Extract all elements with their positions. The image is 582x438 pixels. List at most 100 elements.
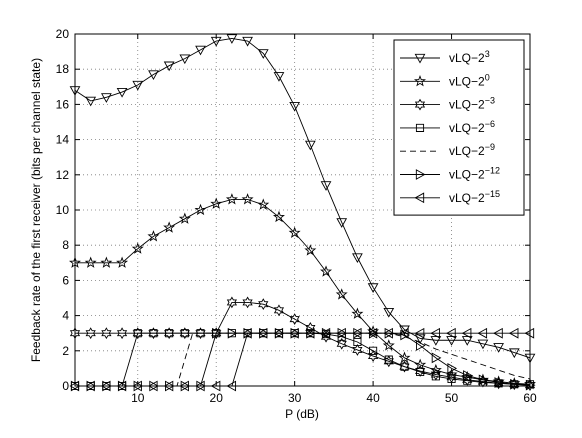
- legend-label: vLQ−20: [449, 72, 490, 88]
- data-point-marker: [212, 327, 222, 339]
- legend-entry: vLQ−2−3: [400, 96, 495, 112]
- data-point-marker: [493, 343, 504, 353]
- data-point-marker: [463, 370, 473, 381]
- data-point-marker: [524, 379, 536, 392]
- data-point-marker: [148, 70, 159, 81]
- data-point-marker: [398, 327, 409, 339]
- data-point-marker: [336, 218, 348, 228]
- data-point-marker: [320, 181, 332, 191]
- data-point-marker: [165, 329, 174, 338]
- y-tick-label: 2: [62, 344, 69, 358]
- data-point-marker: [431, 352, 442, 364]
- y-tick-label: 14: [56, 133, 70, 147]
- data-point-marker: [430, 327, 440, 339]
- legend-label: vLQ−2−9: [449, 142, 495, 158]
- data-point-marker: [304, 140, 316, 151]
- data-point-marker: [461, 327, 472, 339]
- x-tick-label: 10: [131, 391, 145, 405]
- data-point-marker: [493, 327, 503, 339]
- x-tick-label: 40: [366, 391, 380, 405]
- data-point-marker: [257, 198, 270, 210]
- y-tick-label: 4: [62, 309, 69, 323]
- data-point-marker: [273, 327, 284, 339]
- data-point-marker: [116, 87, 128, 98]
- data-point-marker: [446, 336, 457, 346]
- data-point-marker: [384, 355, 393, 364]
- data-point-marker: [447, 363, 458, 374]
- data-point-marker: [195, 45, 206, 56]
- data-point-marker: [116, 256, 129, 268]
- data-point-marker: [399, 325, 410, 336]
- series-5: [75, 332, 531, 387]
- data-point-marker: [304, 244, 317, 256]
- data-point-marker: [196, 329, 205, 338]
- x-tick-label: 60: [523, 391, 537, 405]
- data-point-marker: [320, 265, 333, 277]
- x-axis-label: P (dB): [285, 407, 319, 421]
- data-point-marker: [179, 327, 190, 340]
- x-tick-label: 50: [445, 391, 459, 405]
- data-point-marker: [352, 344, 363, 356]
- legend: vLQ−23 vLQ−20 vLQ−2−3 vLQ−2−6 vLQ−2−9 vLQ−2−1…: [393, 39, 525, 216]
- data-point-marker: [414, 334, 426, 345]
- data-point-marker: [289, 313, 300, 326]
- data-point-marker: [272, 210, 285, 223]
- data-point-marker: [415, 169, 426, 180]
- series-line: [75, 332, 530, 387]
- data-point-marker: [210, 197, 223, 209]
- data-point-marker: [85, 327, 96, 340]
- legend-entry: vLQ−20: [400, 72, 490, 88]
- data-point-marker: [383, 355, 394, 368]
- data-point-marker: [461, 336, 473, 346]
- series-line: [75, 332, 531, 387]
- data-point-marker: [320, 327, 331, 339]
- data-point-marker: [400, 329, 411, 341]
- y-tick-label: 18: [56, 62, 70, 76]
- data-point-marker: [494, 377, 505, 388]
- data-point-marker: [415, 123, 425, 132]
- data-point-marker: [478, 374, 489, 386]
- data-point-marker: [180, 329, 189, 338]
- y-tick-label: 20: [56, 27, 70, 41]
- legend-entry: vLQ−23: [400, 49, 490, 65]
- x-tick-label: 20: [210, 391, 224, 405]
- data-point-marker: [367, 283, 379, 293]
- data-point-marker: [414, 98, 426, 111]
- y-axis-label: Feedback rate of the first receiver (bit…: [29, 58, 43, 362]
- data-point-marker: [462, 373, 473, 386]
- series-line: [75, 198, 531, 385]
- series-layer: [69, 34, 536, 392]
- data-point-marker: [369, 346, 378, 355]
- data-point-marker: [163, 221, 176, 233]
- axis-ticks: 10 20 30 40 50 60 0 2 4 6 8 10 12 14 16 18 20: [56, 27, 537, 405]
- data-point-marker: [194, 203, 207, 216]
- data-point-marker: [164, 327, 175, 340]
- data-point-marker: [353, 337, 362, 347]
- data-point-marker: [508, 348, 520, 359]
- data-point-marker: [257, 327, 268, 339]
- data-point-marker: [289, 102, 301, 112]
- legend-label: vLQ−2−3: [449, 96, 495, 112]
- data-point-marker: [195, 327, 206, 340]
- series-1: [69, 34, 536, 364]
- data-point-marker: [242, 36, 253, 47]
- data-point-marker: [149, 329, 158, 338]
- data-point-marker: [510, 378, 520, 390]
- data-point-marker: [335, 288, 348, 300]
- data-point-marker: [289, 327, 299, 339]
- data-point-marker: [85, 96, 97, 107]
- data-point-marker: [133, 329, 142, 338]
- data-point-marker: [101, 93, 112, 103]
- data-point-marker: [225, 193, 238, 205]
- data-point-marker: [258, 298, 269, 311]
- data-point-marker: [336, 337, 347, 350]
- data-point-marker: [415, 365, 426, 377]
- data-point-marker: [178, 212, 191, 224]
- legend-label: vLQ−2−6: [449, 119, 495, 135]
- data-point-marker: [477, 327, 488, 339]
- data-point-marker: [131, 242, 144, 254]
- data-point-marker: [273, 72, 285, 82]
- legend-entry: vLQ−2−15: [400, 189, 500, 205]
- data-point-marker: [132, 80, 144, 91]
